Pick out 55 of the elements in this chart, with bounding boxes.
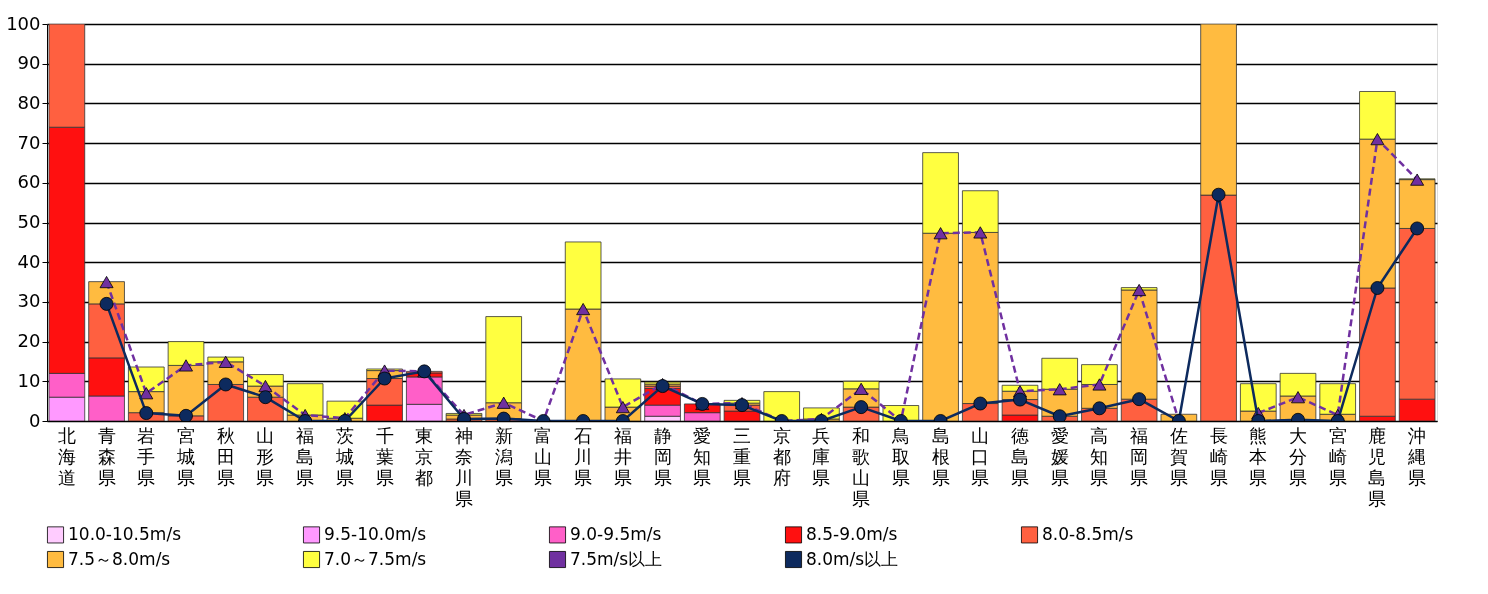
x-tick-label: 山口県 <box>971 424 990 488</box>
y-tick-label: 40 <box>17 250 41 272</box>
legend-label: 9.0-9.5m/s <box>570 523 662 544</box>
x-tick-label: 茨城県 <box>334 424 354 488</box>
x-tick-label: 宮崎県 <box>1328 424 1347 488</box>
legend-label: 7.5m/s以上 <box>570 548 663 569</box>
x-tick-label: 佐賀県 <box>1169 424 1188 488</box>
x-tick-label: 新潟県 <box>494 424 513 488</box>
x-tick-label: 長崎県 <box>1209 424 1228 488</box>
y-tick-label: 100 <box>6 12 41 34</box>
y-tick-label: 80 <box>17 91 41 113</box>
y-tick-label: 60 <box>17 171 41 193</box>
y-tick-label: 0 <box>29 409 41 431</box>
x-tick-label: 愛媛県 <box>1050 424 1069 488</box>
y-tick-label: 20 <box>17 330 41 352</box>
x-tick-label: 三重県 <box>733 424 751 488</box>
legend-label: 7.5～8.0m/s <box>68 548 171 569</box>
legend-label: 9.5-10.0m/s <box>324 523 427 544</box>
x-tick-label: 兵庫県 <box>812 424 831 488</box>
x-tick-label: 福井県 <box>613 424 632 488</box>
legend-label: 7.0～7.5m/s <box>324 548 427 569</box>
y-tick-label: 10 <box>17 369 41 391</box>
y-tick-label: 50 <box>17 211 41 232</box>
x-tick-label: 宮城県 <box>176 424 195 488</box>
x-tick-label: 高知県 <box>1090 424 1109 488</box>
x-tick-label: 北海道 <box>57 424 76 488</box>
x-tick-label: 富山県 <box>534 424 553 488</box>
x-tick-label: 福島県 <box>296 424 315 488</box>
x-tick-label: 大分県 <box>1289 424 1307 488</box>
x-tick-label: 愛知県 <box>693 424 712 488</box>
x-tick-label: 東京都 <box>415 424 434 488</box>
x-tick-label: 青森県 <box>97 424 116 488</box>
y-tick-label: 70 <box>17 131 41 153</box>
x-tick-label: 石川県 <box>574 424 593 488</box>
x-tick-label: 千葉県 <box>375 424 394 488</box>
x-tick-label: 神奈川県 <box>455 424 473 509</box>
x-tick-label: 山形県 <box>256 424 275 488</box>
y-tick-label: 90 <box>17 52 41 74</box>
x-tick-label: 京都府 <box>772 424 791 488</box>
x-tick-label: 静岡県 <box>653 424 672 488</box>
x-tick-label: 島根県 <box>931 424 950 488</box>
x-tick-label: 鹿児島県 <box>1368 424 1387 509</box>
x-tick-label: 鳥取県 <box>890 424 910 488</box>
legend-label: 8.0m/s以上 <box>806 548 899 569</box>
x-tick-label: 和歌山県 <box>852 424 871 509</box>
x-tick-label: 熊本県 <box>1249 424 1268 488</box>
legend-label: 10.0-10.5m/s <box>68 523 182 544</box>
x-tick-label: 沖縄県 <box>1407 424 1427 488</box>
x-tick-label: 福岡県 <box>1130 424 1149 488</box>
legend-label: 8.5-9.0m/s <box>806 523 898 544</box>
x-tick-label: 秋田県 <box>216 424 235 488</box>
y-tick-label: 30 <box>17 290 41 312</box>
x-tick-label: 徳島県 <box>1011 424 1029 488</box>
legend-label: 8.0-8.5m/s <box>1042 523 1134 544</box>
x-tick-label: 岩手県 <box>137 424 156 488</box>
